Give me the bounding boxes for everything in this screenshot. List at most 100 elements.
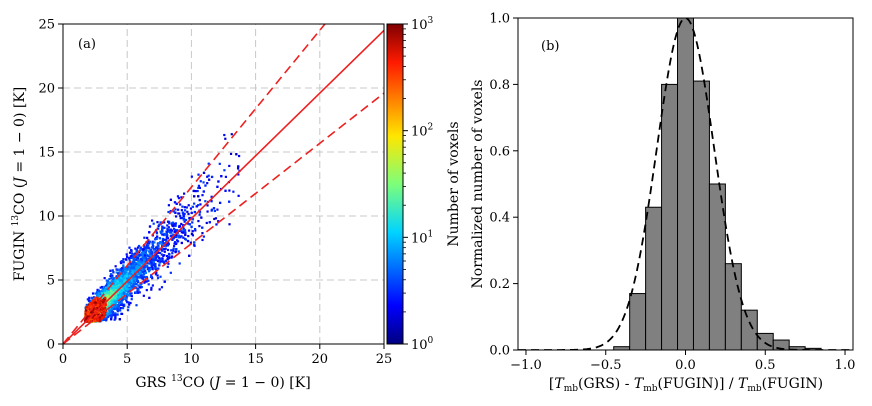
a-density-cell — [128, 303, 131, 306]
a-density-cell — [125, 253, 128, 256]
a-density-cell — [121, 280, 124, 283]
a-density-cell — [235, 153, 238, 156]
a-density-cell — [115, 286, 118, 289]
a-density-cell — [167, 226, 170, 229]
a-density-cell — [129, 268, 132, 271]
a-density-cell — [191, 205, 195, 208]
a-density-cell — [122, 261, 125, 264]
a-density-cell — [145, 275, 148, 279]
a-density-cell — [131, 268, 134, 272]
a-density-cell — [104, 315, 107, 318]
a-density-cell — [136, 255, 139, 258]
a-density-cell — [130, 250, 133, 253]
a-density-cell — [175, 242, 178, 245]
a-density-cell — [111, 300, 114, 303]
a-density-cell — [135, 279, 138, 283]
a-density-cell — [111, 289, 115, 292]
a-density-cell — [163, 280, 166, 283]
a-density-cell — [168, 222, 171, 225]
a-density-cell — [144, 250, 147, 253]
a-density-cell — [132, 262, 135, 265]
a-density-cell — [111, 305, 114, 308]
a-density-cell — [128, 263, 131, 266]
a-density-cell — [162, 247, 165, 251]
a-density-cell — [218, 201, 222, 205]
a-density-cell — [135, 249, 138, 253]
a-density-cell — [114, 317, 117, 320]
a-density-cell — [101, 289, 104, 292]
a-density-cell — [156, 255, 160, 258]
a-density-cell — [129, 294, 132, 297]
a-density-cell — [172, 248, 175, 251]
a-density-cell — [161, 230, 164, 233]
a-density-cell — [159, 221, 162, 224]
a-density-cell — [195, 205, 198, 208]
a-density-cell — [206, 210, 209, 213]
a-density-cell — [158, 264, 161, 267]
a-density-cell — [130, 270, 133, 273]
a-density-cell — [161, 243, 164, 246]
a-density-cell — [121, 291, 124, 294]
a-density-cell — [137, 284, 140, 287]
a-density-cell — [202, 181, 205, 184]
a-density-cell — [196, 189, 199, 193]
a-density-cell — [119, 300, 122, 304]
a-density-cell — [167, 262, 170, 265]
a-density-cell — [152, 260, 155, 264]
a-density-cell — [129, 279, 132, 282]
a-density-cell — [148, 251, 151, 254]
a-density-cell — [118, 295, 121, 298]
a-density-cell — [102, 292, 105, 295]
a-density-cell — [116, 308, 119, 311]
a-density-cell — [114, 312, 117, 315]
a-density-cell — [109, 301, 112, 304]
a-density-cell — [151, 277, 154, 280]
a-density-cell — [133, 260, 136, 264]
a-density-cell — [144, 276, 147, 279]
a-density-cell — [155, 246, 158, 249]
a-density-cell — [167, 241, 170, 244]
a-density-cell — [165, 240, 168, 243]
a-density-cell — [117, 307, 120, 310]
a-density-cell — [166, 234, 169, 237]
a-density-cell — [202, 190, 205, 193]
a-density-cell — [137, 270, 140, 273]
a-density-cell — [165, 254, 169, 258]
a-density-cell — [174, 224, 177, 227]
a-density-cell — [139, 275, 142, 279]
a-density-cell — [171, 224, 174, 228]
a-density-cell — [118, 282, 121, 286]
a-density-cell — [128, 271, 131, 274]
a-density-cell — [139, 249, 142, 252]
a-density-cell — [128, 259, 131, 262]
a-density-cell — [151, 284, 154, 287]
a-density-cell — [144, 264, 147, 267]
a-density-cell — [131, 263, 134, 266]
a-density-cell — [106, 281, 109, 285]
a-density-cell — [164, 259, 167, 262]
a-density-cell — [156, 227, 159, 230]
a-density-cell — [114, 305, 118, 308]
a-density-cell — [176, 240, 180, 243]
a-density-cell — [186, 222, 189, 225]
a-density-cell — [122, 304, 125, 307]
a-density-cell — [144, 269, 147, 273]
a-density-cell — [197, 173, 200, 176]
a-density-cell — [119, 303, 123, 307]
a-density-cell — [126, 277, 129, 280]
a-density-cell — [143, 254, 146, 257]
a-density-cell — [186, 210, 189, 213]
a-density-cell — [190, 211, 193, 215]
a-density-cell — [153, 248, 156, 251]
a-density-cell — [129, 255, 132, 258]
a-density-cell — [144, 249, 147, 252]
a-density-cell — [119, 276, 123, 280]
a-density-cell — [180, 229, 183, 232]
a-density-cell — [126, 309, 130, 312]
a-density-cell — [159, 240, 162, 244]
a-density-cell — [174, 222, 177, 225]
a-density-cell — [187, 212, 190, 216]
a-density-cell — [104, 294, 108, 297]
a-density-cell — [109, 273, 113, 276]
a-density-cell — [130, 295, 133, 298]
